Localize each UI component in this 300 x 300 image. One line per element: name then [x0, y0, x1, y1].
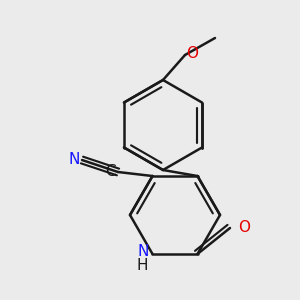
Text: H: H [137, 259, 148, 274]
Text: O: O [238, 220, 250, 236]
Text: N: N [69, 152, 80, 166]
Text: N: N [137, 244, 148, 260]
Text: O: O [186, 46, 198, 62]
Text: C: C [105, 164, 116, 178]
